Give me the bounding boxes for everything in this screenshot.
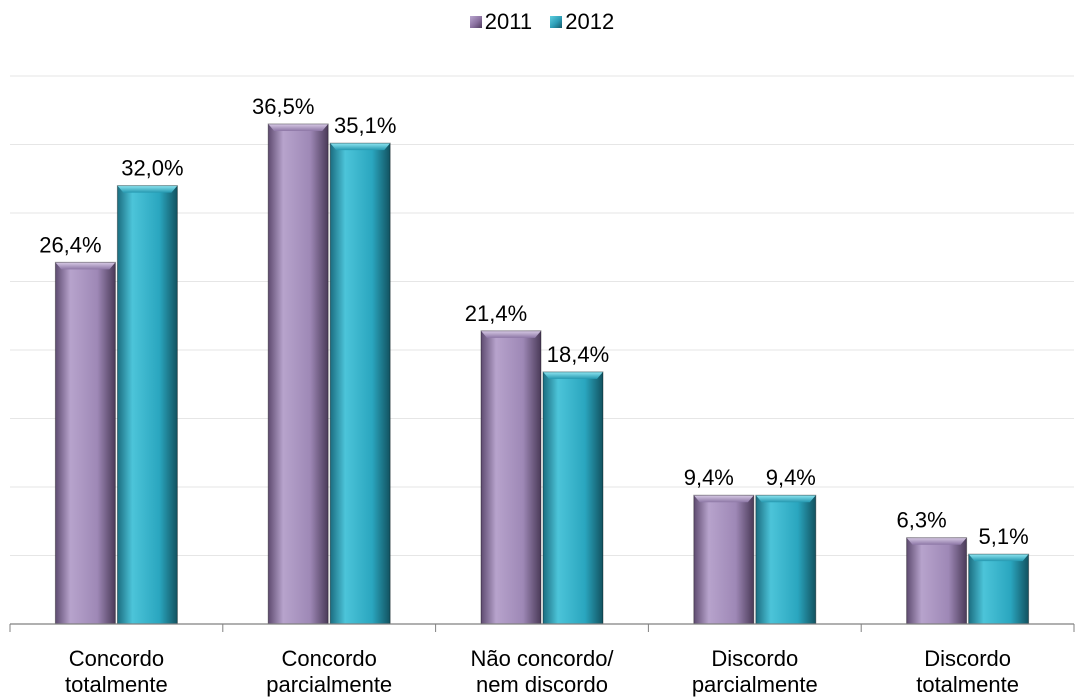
legend-item-2011: 2011: [469, 9, 533, 35]
legend: 2011 2012: [0, 8, 1084, 35]
legend-label-2011: 2011: [484, 9, 533, 34]
x-tick-label: Concordo totalmente: [65, 646, 168, 697]
bar-2012-4: [755, 494, 817, 625]
data-label-2011-2: 36,5%: [252, 94, 314, 119]
legend-swatch-2012: [550, 16, 563, 28]
data-label-2011-3: 21,4%: [465, 301, 527, 326]
bar-2012-5: [968, 553, 1030, 625]
bars: [54, 123, 1030, 625]
x-tick-label: Discordo totalmente: [916, 646, 1019, 697]
x-tick-label: Não concordo/nem discordo: [470, 646, 614, 697]
data-label-2012-1: 32,0%: [121, 156, 183, 181]
legend-item-2012: 2012: [550, 9, 614, 35]
legend-label-2012: 2012: [565, 9, 615, 34]
x-axis: Concordo totalmente Concordo parcialmente Nã…: [9, 623, 1075, 697]
gridlines: [10, 75, 1074, 556]
data-label-2012-3: 18,4%: [547, 342, 609, 367]
data-label-2012-2: 35,1%: [334, 113, 396, 138]
bar-2011-3: [480, 330, 542, 625]
bar-2011-5: [906, 537, 968, 625]
data-label-2011-1: 26,4%: [39, 232, 101, 257]
bar-2011-4: [693, 494, 755, 625]
data-label-2011-4: 9,4%: [684, 465, 734, 490]
bar-2012-2: [329, 142, 391, 625]
bar-2012-3: [542, 371, 604, 625]
data-labels: 26,4% 32,0% 36,5% 35,1% 21,4% 18,4% 9,4% 9,4% 6,…: [39, 94, 1028, 549]
data-label-2012-4: 9,4%: [766, 465, 816, 490]
x-tick-label: Concordo parcialmente: [266, 646, 392, 697]
bar-2011-2: [267, 123, 329, 625]
data-label-2011-5: 6,3%: [897, 508, 947, 533]
data-label-2012-5: 5,1%: [979, 524, 1029, 549]
x-tick-label: Discordo parcialmente: [692, 646, 818, 697]
bar-2011-1: [54, 261, 116, 625]
legend-swatch-2011: [469, 16, 482, 28]
bar-2012-1: [116, 185, 178, 625]
